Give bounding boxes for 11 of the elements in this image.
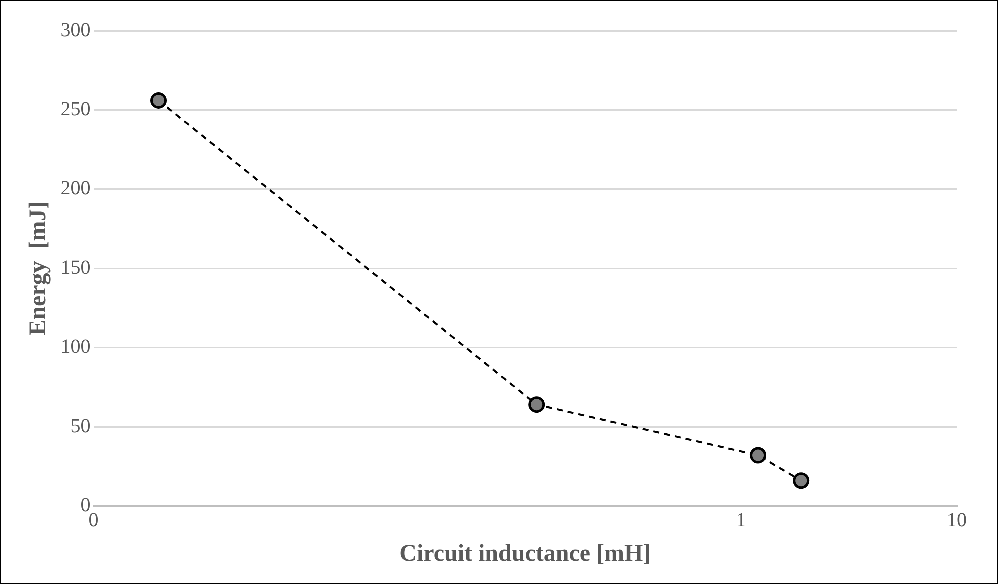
y-tick-label: 250 — [60, 98, 91, 120]
y-axis-title: Energy [mJ] — [26, 201, 52, 336]
y-tick-label: 200 — [60, 178, 91, 200]
x-tick-label: 10 — [947, 509, 967, 532]
x-tick-label: 1 — [736, 509, 746, 532]
y-tick-label: 150 — [60, 256, 91, 279]
y-tick-label: 100 — [60, 336, 91, 358]
x-axis-title: Circuit inductance [mH] — [400, 540, 652, 567]
y-tick-label: 0 — [80, 494, 91, 516]
y-tick-label: 300 — [60, 19, 91, 42]
y-tick-label: 50 — [70, 415, 91, 438]
